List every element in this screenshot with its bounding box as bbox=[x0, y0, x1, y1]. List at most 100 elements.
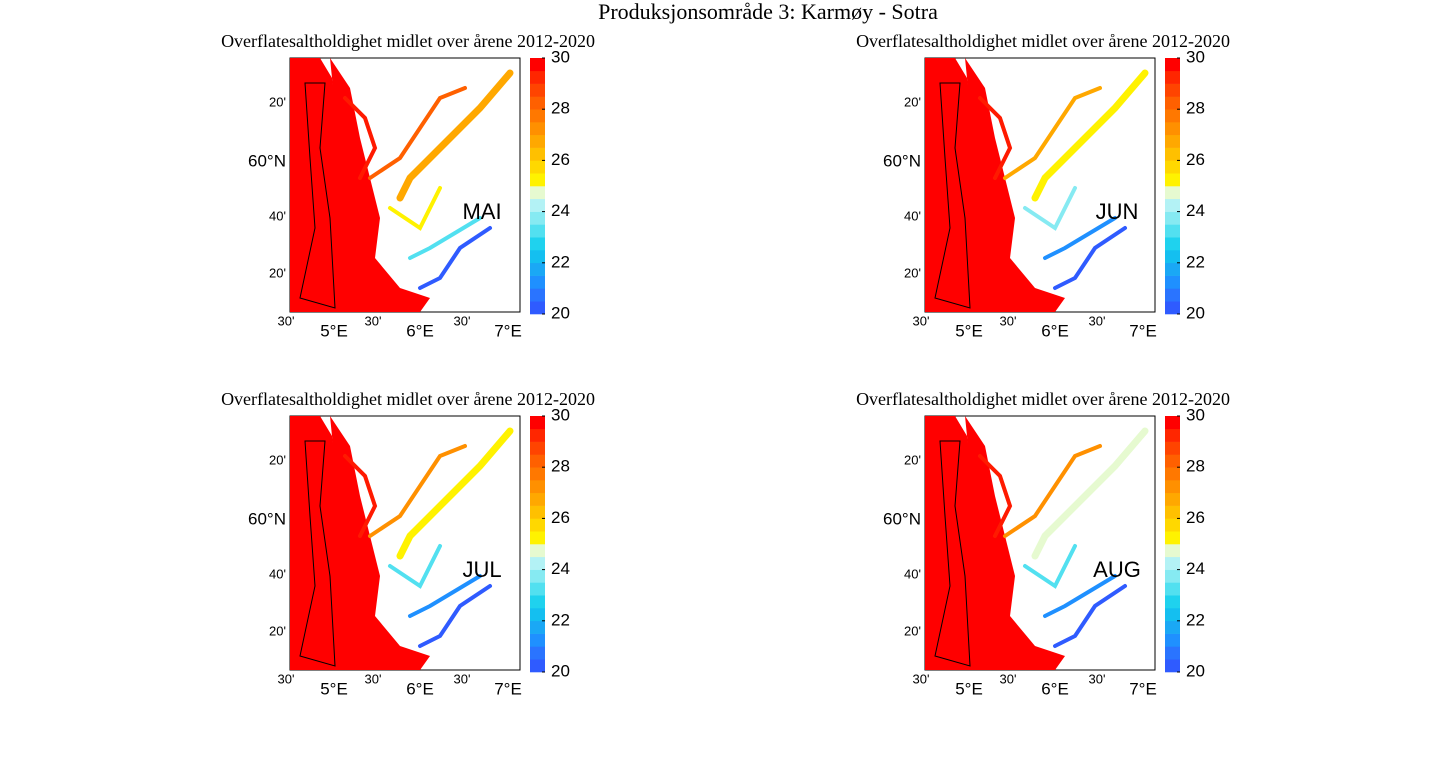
x-tick-label: 30' bbox=[1089, 671, 1106, 686]
y-tick-label: 20' bbox=[269, 94, 286, 109]
colorbar-tick-label: 22 bbox=[1186, 252, 1205, 271]
fjord bbox=[388, 544, 442, 589]
colorbar-band bbox=[530, 467, 545, 481]
colorbar-tick-label: 28 bbox=[551, 99, 570, 118]
colorbar-band bbox=[530, 518, 545, 532]
colorbar-band bbox=[1165, 262, 1180, 276]
y-tick-label: 40' bbox=[904, 566, 921, 581]
colorbar-band bbox=[530, 454, 545, 468]
fjord bbox=[1031, 69, 1149, 202]
colorbar-tick-label: 26 bbox=[1186, 150, 1205, 169]
colorbar-band bbox=[530, 595, 545, 609]
colorbar-band bbox=[1165, 301, 1180, 315]
colorbar-band bbox=[1165, 569, 1180, 583]
month-label: JUN bbox=[1096, 199, 1139, 224]
colorbar-band bbox=[530, 301, 545, 315]
colorbar-band bbox=[1165, 275, 1180, 289]
colorbar-band bbox=[530, 288, 545, 302]
colorbar-tick-label: 20 bbox=[551, 661, 570, 680]
colorbar-band bbox=[530, 237, 545, 251]
colorbar-tick-label: 28 bbox=[1186, 99, 1205, 118]
x-tick-label: 30' bbox=[365, 313, 382, 328]
colorbar-band bbox=[530, 544, 545, 558]
colorbar-band bbox=[530, 186, 545, 200]
x-tick-label: 6°E bbox=[1041, 679, 1069, 698]
y-tick-label: 20' bbox=[269, 265, 286, 280]
colorbar-band bbox=[1165, 441, 1180, 455]
colorbar-band bbox=[530, 633, 545, 647]
colorbar-band bbox=[530, 582, 545, 596]
zone-boundary bbox=[934, 440, 971, 667]
coast-area bbox=[330, 58, 430, 312]
colorbar-band bbox=[530, 109, 545, 123]
colorbar-tick-label: 28 bbox=[1186, 457, 1205, 476]
colorbar-band bbox=[1165, 224, 1180, 238]
colorbar-tick-label: 22 bbox=[551, 610, 570, 629]
map-panel: Overflatesaltholdighet midlet over årene… bbox=[221, 31, 595, 340]
fjord bbox=[418, 584, 492, 648]
colorbar-band bbox=[530, 58, 545, 72]
x-tick-label: 7°E bbox=[494, 679, 522, 698]
colorbar-band bbox=[1165, 505, 1180, 519]
y-tick-label: 60°N bbox=[248, 151, 286, 170]
y-tick-label: 20' bbox=[904, 265, 921, 280]
colorbar-band bbox=[1165, 211, 1180, 225]
fjord bbox=[343, 96, 378, 180]
x-tick-label: 30' bbox=[1000, 313, 1017, 328]
y-tick-label: 20' bbox=[904, 94, 921, 109]
colorbar-band bbox=[530, 608, 545, 622]
colorbar-band bbox=[530, 147, 545, 161]
x-tick-label: 30' bbox=[365, 671, 382, 686]
colorbar-band bbox=[1165, 633, 1180, 647]
colorbar-band bbox=[1165, 544, 1180, 558]
panel-subtitle: Overflatesaltholdighet midlet over årene… bbox=[856, 31, 1230, 51]
colorbar-band bbox=[1165, 608, 1180, 622]
colorbar-band bbox=[1165, 582, 1180, 596]
colorbar-band bbox=[1165, 480, 1180, 494]
fjord bbox=[1023, 186, 1077, 231]
colorbar-band bbox=[1165, 659, 1180, 673]
colorbar-band bbox=[530, 659, 545, 673]
x-tick-label: 6°E bbox=[1041, 321, 1069, 340]
fjord bbox=[368, 444, 467, 538]
y-tick-label: 20' bbox=[269, 623, 286, 638]
colorbar-band bbox=[530, 134, 545, 148]
colorbar-band bbox=[530, 83, 545, 97]
fjord bbox=[388, 186, 442, 231]
x-tick-label: 30' bbox=[913, 671, 930, 686]
colorbar-band bbox=[1165, 147, 1180, 161]
x-tick-label: 7°E bbox=[494, 321, 522, 340]
colorbar-band bbox=[1165, 96, 1180, 110]
colorbar-band bbox=[1165, 454, 1180, 468]
y-tick-label: 20' bbox=[269, 452, 286, 467]
y-tick-label: 40' bbox=[904, 208, 921, 223]
zone-boundary bbox=[299, 82, 336, 309]
colorbar-band bbox=[1165, 518, 1180, 532]
map-panel: Overflatesaltholdighet midlet over årene… bbox=[856, 389, 1230, 698]
colorbar-tick-label: 20 bbox=[1186, 661, 1205, 680]
x-tick-label: 6°E bbox=[406, 679, 434, 698]
colorbar-band bbox=[530, 480, 545, 494]
x-tick-label: 30' bbox=[278, 313, 295, 328]
fjord bbox=[1053, 584, 1127, 648]
colorbar-band bbox=[530, 262, 545, 276]
colorbar-band bbox=[530, 250, 545, 264]
fjord bbox=[1053, 226, 1127, 290]
colorbar-tick-label: 26 bbox=[551, 150, 570, 169]
fjord bbox=[396, 427, 514, 560]
y-tick-label: 20' bbox=[904, 452, 921, 467]
month-label: AUG bbox=[1093, 557, 1141, 582]
colorbar-band bbox=[1165, 250, 1180, 264]
colorbar-tick-label: 28 bbox=[551, 457, 570, 476]
map-panel: Overflatesaltholdighet midlet over årene… bbox=[221, 389, 595, 698]
colorbar-band bbox=[1165, 416, 1180, 430]
y-tick-label: 60°N bbox=[248, 509, 286, 528]
colorbar-band bbox=[1165, 83, 1180, 97]
colorbar-band bbox=[530, 416, 545, 430]
colorbar-band bbox=[530, 122, 545, 136]
coast-area bbox=[330, 416, 430, 670]
colorbar-tick-label: 24 bbox=[551, 559, 570, 578]
colorbar-band bbox=[530, 556, 545, 570]
fjord bbox=[978, 454, 1013, 538]
